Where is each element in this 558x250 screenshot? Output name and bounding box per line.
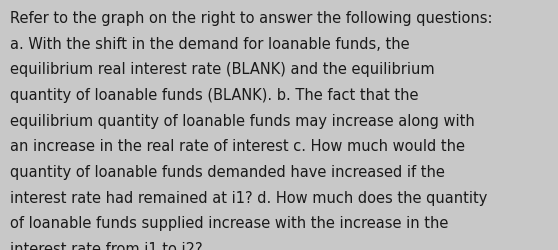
Text: an increase in the real rate of interest c. How much would the: an increase in the real rate of interest… bbox=[10, 139, 465, 154]
Text: quantity of loanable funds demanded have increased if the: quantity of loanable funds demanded have… bbox=[10, 164, 445, 179]
Text: of loanable funds supplied increase with the increase in the: of loanable funds supplied increase with… bbox=[10, 215, 449, 230]
Text: interest rate from i1 to i2?: interest rate from i1 to i2? bbox=[10, 241, 203, 250]
Text: a. With the shift in the demand for loanable funds, the: a. With the shift in the demand for loan… bbox=[10, 37, 410, 52]
Text: equilibrium real interest rate (BLANK) and the equilibrium: equilibrium real interest rate (BLANK) a… bbox=[10, 62, 435, 77]
Text: Refer to the graph on the right to answer the following questions:: Refer to the graph on the right to answe… bbox=[10, 11, 493, 26]
Text: interest rate had remained at i1? d. How much does the quantity: interest rate had remained at i1? d. How… bbox=[10, 190, 488, 205]
Text: quantity of loanable funds (BLANK). b. The fact that the: quantity of loanable funds (BLANK). b. T… bbox=[10, 88, 418, 103]
Text: equilibrium quantity of loanable funds may increase along with: equilibrium quantity of loanable funds m… bbox=[10, 113, 475, 128]
